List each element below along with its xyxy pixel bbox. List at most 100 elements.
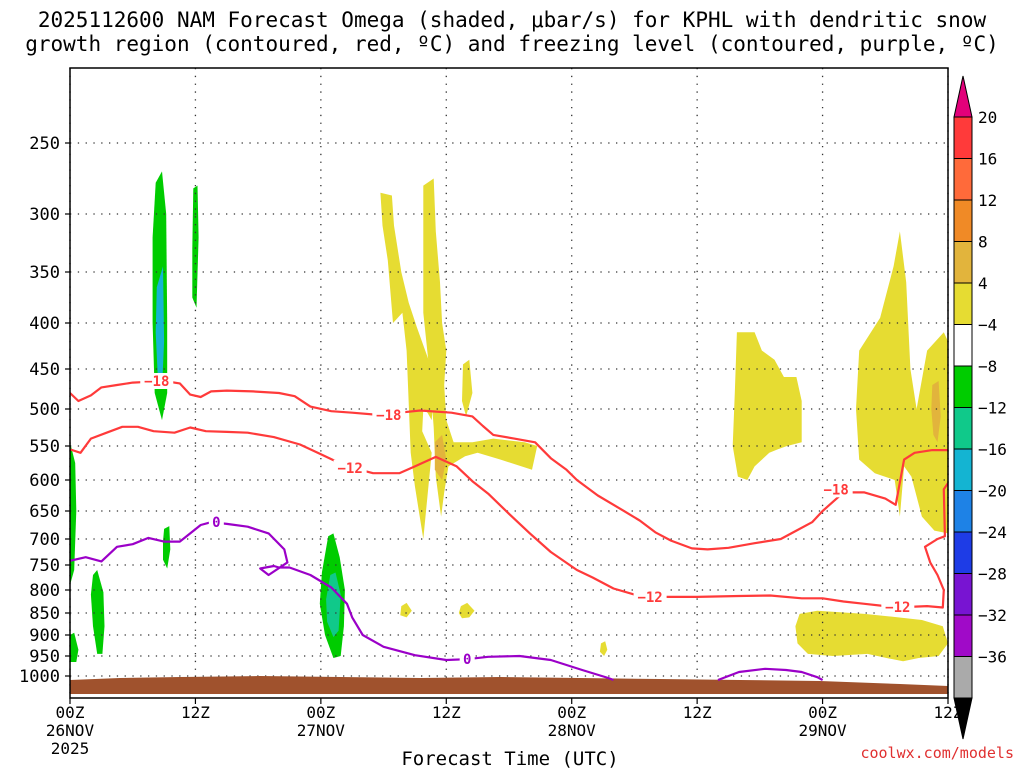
contour-label-bg-2-0 (208, 514, 224, 531)
y-tick-label-850: 850 (29, 604, 60, 624)
contour-line-3 (717, 667, 824, 682)
contour-label-2-1: 0 (463, 652, 471, 668)
contour-line-1 (70, 425, 948, 609)
contour-label-0-1: −18 (376, 408, 401, 424)
colorbar-bottom-arrow (953, 697, 973, 740)
x-tick-label-24: 00Z (306, 703, 335, 722)
omega-region-16 (795, 610, 948, 662)
x-tick-label-0: 00Z (56, 703, 85, 722)
contour-label-bg-0-0 (140, 373, 174, 389)
y-tick-label-400: 400 (29, 314, 60, 334)
contour-lines: −18 −18 −18 −12 −12 −12 0 0 (70, 373, 948, 682)
omega-region-12 (462, 359, 473, 417)
x-tick-date-72: 29NOV (798, 721, 847, 740)
colorbar-swatch-6 (953, 365, 973, 408)
colorbar-swatch-13 (953, 656, 973, 699)
colorbar-label-5: −4 (978, 316, 997, 335)
contour-label-1-2: −12 (885, 600, 910, 616)
contour-label-2-0: 0 (212, 515, 220, 531)
colorbar-swatch-3 (953, 241, 973, 284)
y-tick-label-450: 450 (29, 360, 60, 380)
omega-region-18 (458, 602, 475, 619)
gridlines (69, 68, 949, 698)
colorbar-label-4: 4 (978, 274, 988, 293)
y-axis-pressure: 2503003504004505005506006507007508008509… (19, 134, 70, 687)
y-tick-label-500: 500 (29, 400, 60, 420)
x-tick-label-72: 00Z (808, 703, 837, 722)
x-tick-date-48: 28NOV (548, 721, 597, 740)
colorbar-swatch-8 (953, 448, 973, 491)
colorbar-swatch-10 (953, 531, 973, 574)
x-tick-year-0: 2025 (51, 739, 90, 758)
x-tick-label-12: 12Z (181, 703, 210, 722)
colorbar-swatch-2 (953, 199, 973, 242)
colorbar-label-7: −12 (978, 399, 1007, 418)
x-tick-label-84: 12Z (934, 703, 963, 722)
colorbar-swatch-0 (953, 116, 973, 159)
x-tick-label-36: 12Z (432, 703, 461, 722)
omega-region-13 (732, 332, 802, 480)
omega-region-10 (423, 178, 538, 517)
terrain-ground (70, 676, 948, 694)
colorbar-swatch-4 (953, 282, 973, 325)
omega-region-1 (155, 266, 165, 389)
colorbar-label-13: −36 (978, 648, 1007, 667)
y-tick-label-550: 550 (29, 437, 60, 457)
contour-label-0-2: −18 (824, 482, 849, 498)
x-tick-label-60: 12Z (683, 703, 712, 722)
contour-label-1-1: −12 (637, 590, 662, 606)
colorbar-swatch-12 (953, 614, 973, 657)
y-tick-label-600: 600 (29, 471, 60, 491)
omega-region-19 (599, 641, 608, 656)
omega-region-2 (192, 185, 199, 308)
y-tick-label-900: 900 (29, 626, 60, 646)
omega-region-17 (400, 602, 412, 618)
contour-label-bg-0-1 (372, 406, 406, 423)
omega-region-8 (326, 572, 341, 638)
omega-region-3 (163, 526, 171, 569)
chart-title: 2025112600 NAM Forecast Omega (shaded, μ… (0, 8, 1024, 56)
colorbar-swatch-9 (953, 490, 973, 533)
y-tick-label-350: 350 (29, 263, 60, 283)
omega-region-14 (856, 231, 948, 534)
colorbar-swatch-1 (953, 158, 973, 201)
omega-region-9 (380, 192, 434, 539)
colorbar-label-8: −16 (978, 440, 1007, 459)
contour-label-1-0: −12 (337, 461, 362, 477)
y-tick-label-1000: 1000 (19, 667, 60, 687)
colorbar-swatch-11 (953, 573, 973, 616)
colorbar-label-10: −24 (978, 523, 1007, 542)
colorbar-label-1: 16 (978, 150, 997, 169)
y-tick-label-800: 800 (29, 581, 60, 601)
y-tick-label-650: 650 (29, 502, 60, 522)
x-tick-label-48: 00Z (557, 703, 586, 722)
credit-text: coolwx.com/models (860, 744, 1014, 762)
colorbar-top-arrow (953, 75, 973, 118)
omega-region-4 (70, 442, 77, 585)
contour-label-bg-0-2 (819, 481, 853, 498)
y-tick-label-250: 250 (29, 134, 60, 154)
colorbar-label-12: −32 (978, 606, 1007, 625)
omega-shading (70, 171, 948, 662)
y-tick-label-700: 700 (29, 530, 60, 550)
contour-label-0-0: −18 (144, 374, 169, 390)
omega-region-5 (90, 570, 105, 654)
omega-region-6 (70, 632, 79, 662)
colorbar-swatch-7 (953, 407, 973, 450)
colorbar-label-2: 12 (978, 191, 997, 210)
colorbar-swatch-5 (953, 324, 973, 367)
x-tick-date-0: 26NOV (46, 721, 95, 740)
omega-region-15 (931, 381, 941, 443)
y-tick-label-750: 750 (29, 556, 60, 576)
colorbar: 20 16 12 8 4 −4 −8 −12 −16 −20 −24 −28 −32 −36 (953, 75, 1007, 740)
chart-title-line-2: growth region (contoured, red, ºC) and f… (25, 32, 999, 56)
colorbar-label-11: −28 (978, 565, 1007, 584)
y-tick-label-300: 300 (29, 205, 60, 225)
y-tick-label-950: 950 (29, 647, 60, 667)
contour-label-bg-1-1 (633, 588, 667, 605)
contour-line-0 (70, 379, 948, 551)
plot-frame (69, 67, 949, 699)
x-tick-date-24: 27NOV (297, 721, 346, 740)
